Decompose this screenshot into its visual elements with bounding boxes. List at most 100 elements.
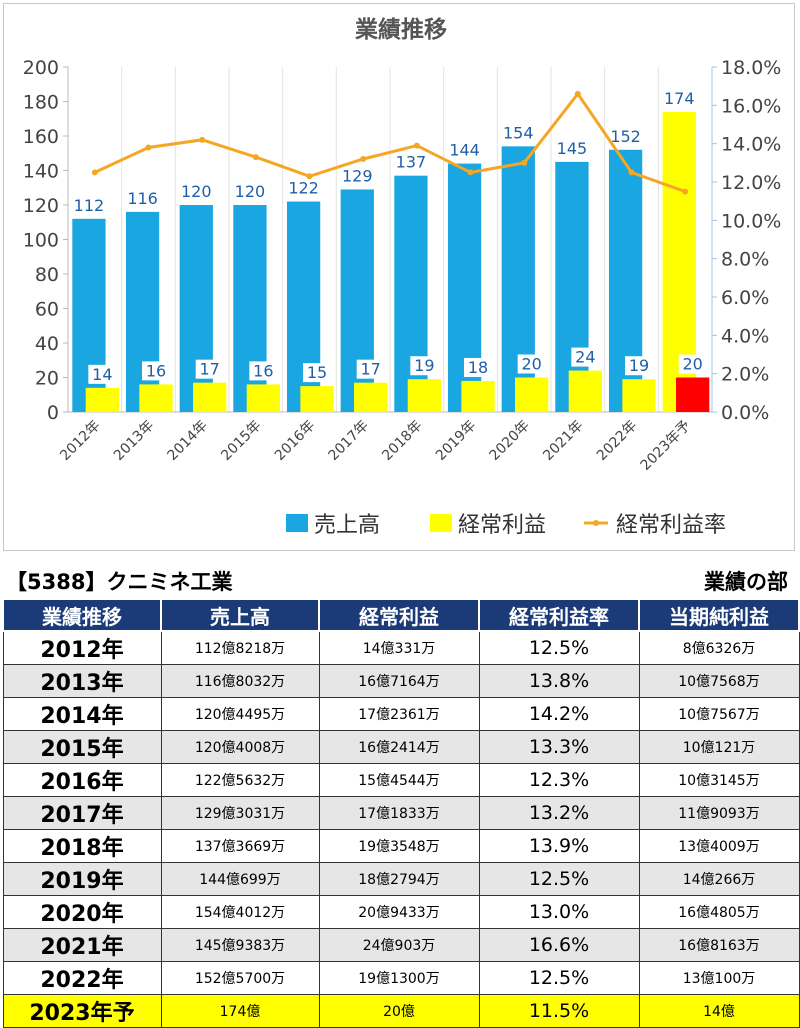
line-point-ratio — [145, 144, 152, 151]
cell-profit: 15億4544万 — [318, 763, 480, 797]
table-header-row: 業績推移 売上高 経常利益 経常利益率 当期純利益 — [2, 598, 800, 632]
cell-profit: 16億2414万 — [318, 730, 480, 764]
cell-year: 2023年予 — [2, 994, 162, 1028]
data-label-sales: 120 — [181, 182, 212, 201]
data-label-sales: 112 — [74, 196, 105, 215]
bar-profit — [676, 377, 710, 412]
data-label-profit: 18 — [468, 358, 488, 377]
y-tick-label-right: 18.0% — [721, 57, 781, 79]
x-tick-label: 2014年 — [165, 418, 211, 464]
bar-profit — [300, 386, 334, 412]
cell-year: 2014年 — [2, 697, 162, 731]
bar-profit — [515, 377, 549, 412]
line-point-ratio — [360, 156, 367, 162]
cell-net-income: 10億7568万 — [638, 664, 800, 698]
cell-profit: 20億 — [318, 994, 480, 1028]
y-tick-label-left: 140 — [23, 161, 59, 183]
bar-sales — [394, 175, 428, 412]
data-label-sales: 152 — [610, 127, 641, 146]
data-label-profit: 20 — [683, 355, 703, 374]
data-label-sales: 137 — [396, 153, 427, 172]
table-row: 2013年 116億8032万 16億7164万 13.8% 10億7568万 — [2, 664, 800, 698]
cell-sales: 144億699万 — [160, 862, 320, 896]
y-tick-label-right: 8.0% — [721, 249, 769, 271]
chart-title: 業績推移 — [354, 16, 447, 43]
data-label-profit: 24 — [575, 348, 595, 367]
cell-net-income: 13億4009万 — [638, 829, 800, 863]
line-point-ratio — [413, 142, 420, 149]
table-row: 2012年 112億8218万 14億331万 12.5% 8億6326万 — [2, 630, 800, 665]
data-label-background — [88, 364, 117, 384]
bar-profit — [85, 387, 119, 412]
legend-swatch-profit — [430, 514, 452, 532]
data-label-background — [195, 359, 224, 379]
data-label-background — [571, 347, 600, 367]
data-label-background — [356, 359, 385, 379]
y-tick-label-right: 16.0% — [721, 95, 781, 117]
line-point-ratio — [252, 154, 259, 161]
cell-ratio: 13.2% — [478, 796, 640, 830]
cell-year: 2013年 — [2, 664, 162, 698]
cell-ratio: 12.3% — [478, 763, 640, 797]
data-label-sales: 144 — [449, 141, 480, 160]
y-tick-label-right: 10.0% — [721, 210, 781, 232]
cell-year: 2015年 — [2, 730, 162, 764]
cell-ratio: 12.5% — [478, 862, 640, 896]
cell-year: 2018年 — [2, 829, 162, 863]
cell-net-income: 16億4805万 — [638, 895, 800, 929]
x-tick-label: 2018年 — [379, 418, 425, 464]
data-label-background — [142, 361, 171, 381]
legend-label-sales: 売上高 — [314, 513, 380, 538]
bar-profit — [407, 379, 441, 412]
bar-profit — [246, 384, 280, 412]
cell-ratio: 14.2% — [478, 697, 640, 731]
y-tick-label-right: 6.0% — [721, 287, 769, 309]
y-tick-label-left: 100 — [23, 230, 59, 252]
chart-container: 業績推移 0 20 40 60 80 100 120 140 160 180 200 0.0% 2.0%… — [3, 3, 795, 551]
bar-sales — [179, 205, 213, 412]
legend-label-profit: 経常利益 — [458, 513, 546, 538]
x-tick-label: 2022年 — [594, 418, 640, 464]
cell-year: 2021年 — [2, 928, 162, 962]
line-point-ratio — [628, 169, 635, 176]
cell-net-income: 10億121万 — [638, 730, 800, 764]
header-sales: 売上高 — [160, 598, 320, 632]
data-label-sales: 122 — [288, 179, 319, 198]
cell-net-income: 11億9093万 — [638, 796, 800, 830]
line-point-ratio — [199, 136, 206, 143]
cell-sales: 122億5632万 — [160, 763, 320, 797]
cell-net-income: 16億8163万 — [638, 928, 800, 962]
bar-profit — [461, 380, 495, 412]
data-label-profit: 15 — [307, 363, 327, 382]
data-label-profit: 17 — [361, 360, 381, 379]
cell-profit: 20億9433万 — [318, 895, 480, 929]
cell-profit: 18億2794万 — [318, 862, 480, 896]
cell-year: 2017年 — [2, 796, 162, 830]
bar-profit — [139, 384, 173, 412]
legend-swatch-sales — [286, 514, 308, 532]
table-row: 2015年 120億4008万 16億2414万 13.3% 10億121万 — [2, 730, 800, 764]
cell-ratio: 13.0% — [478, 895, 640, 929]
legend-marker-ratio — [593, 520, 599, 526]
cell-ratio: 16.6% — [478, 928, 640, 962]
data-label-sales: 145 — [557, 139, 588, 158]
y-tick-label-right: 14.0% — [721, 134, 781, 156]
data-label-sales: 116 — [127, 189, 158, 208]
x-tick-label: 2013年 — [111, 418, 157, 464]
cell-profit: 19億1300万 — [318, 961, 480, 995]
data-label-background — [249, 361, 278, 381]
y-tick-label-left: 0 — [47, 402, 59, 424]
y-tick-label-left: 80 — [35, 264, 59, 286]
cell-profit: 16億7164万 — [318, 664, 480, 698]
line-point-ratio — [682, 188, 689, 195]
cell-profit: 17億2361万 — [318, 697, 480, 731]
cell-year: 2019年 — [2, 862, 162, 896]
bar-profit — [193, 382, 227, 412]
cell-sales: 154億4012万 — [160, 895, 320, 929]
cell-profit: 17億1833万 — [318, 796, 480, 830]
table-row: 2016年 122億5632万 15億4544万 12.3% 10億3145万 — [2, 763, 800, 797]
header-ratio: 経常利益率 — [478, 598, 640, 632]
y-tick-label-right: 4.0% — [721, 325, 769, 347]
cell-sales: 129億3031万 — [160, 796, 320, 830]
cell-net-income: 8億6326万 — [638, 630, 800, 665]
